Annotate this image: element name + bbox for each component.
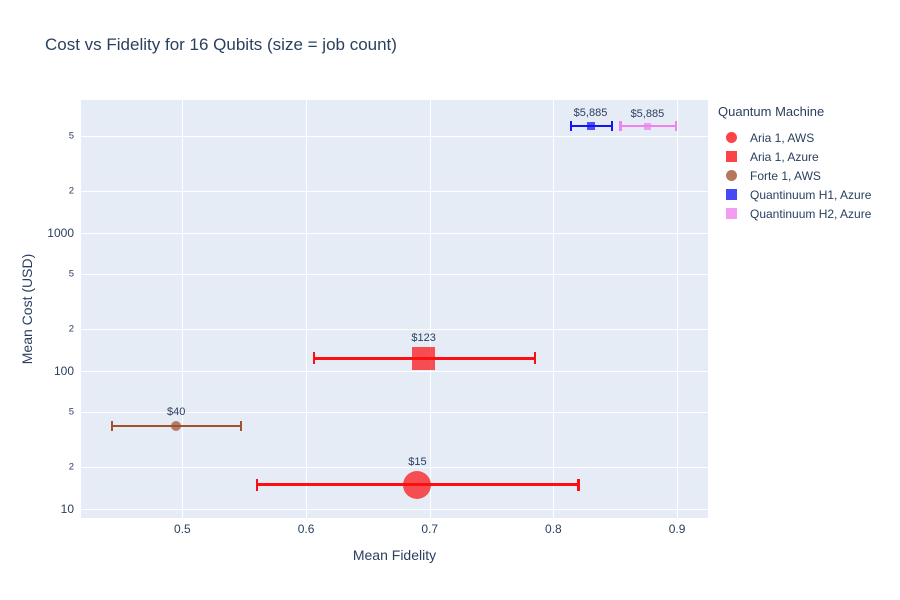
- gridline-horizontal: [81, 508, 708, 510]
- legend-item-label: Quantinuum H2, Azure: [750, 206, 872, 221]
- gridline-horizontal: [81, 412, 708, 414]
- legend-item-quantinuum-h1-azure[interactable]: Quantinuum H1, Azure: [718, 185, 893, 204]
- error-bar-cap: [312, 352, 315, 365]
- error-bar-cap: [255, 478, 259, 491]
- square-swatch-icon: [726, 189, 737, 200]
- legend-title: Quantum Machine: [718, 104, 825, 119]
- y-tick-label: 100: [53, 363, 74, 378]
- error-bar-cap: [239, 420, 242, 431]
- circle-swatch-icon: [726, 132, 737, 143]
- data-point-value-label: $123: [411, 331, 436, 344]
- gridline-horizontal: [81, 190, 708, 192]
- data-point-value-label: $40: [167, 405, 186, 418]
- legend-item-quantinuum-h2-azure[interactable]: Quantinuum H2, Azure: [718, 204, 893, 223]
- data-point-quantinuum-h1-azure[interactable]: [586, 122, 595, 131]
- circle-swatch-icon: [726, 170, 737, 181]
- square-swatch-icon: [726, 208, 737, 219]
- error-bar-cap: [577, 478, 580, 491]
- error-bar-cap: [569, 121, 573, 132]
- gridline-vertical: [429, 100, 431, 518]
- gridline-vertical: [182, 100, 184, 518]
- gridline-horizontal: [81, 274, 708, 276]
- x-axis-title: Mean Fidelity: [352, 547, 437, 563]
- legend: Quantum Machine Aria 1, AWS Aria 1, Azure…: [718, 104, 893, 223]
- x-tick-label: 0.7: [421, 522, 439, 536]
- error-bar-cap: [619, 121, 622, 132]
- legend-item-aria-1-azure[interactable]: Aria 1, Azure: [718, 147, 893, 166]
- legend-item-label: Quantinuum H1, Azure: [750, 187, 872, 202]
- legend-item-aria-1-aws[interactable]: Aria 1, AWS: [718, 128, 893, 147]
- square-swatch-icon: [726, 151, 737, 162]
- x-tick-label: 0.5: [174, 522, 191, 536]
- gridline-vertical: [306, 100, 308, 518]
- data-point-aria-1-aws[interactable]: [403, 470, 432, 499]
- error-bar-cap: [110, 420, 114, 431]
- gridline-horizontal: [81, 135, 708, 137]
- data-point-quantinuum-h2-azure[interactable]: [643, 122, 651, 130]
- error-bar-cap: [674, 121, 678, 132]
- y-tick-label: 5: [68, 268, 74, 280]
- error-bar-cap: [610, 121, 613, 132]
- legend-item-label: Forte 1, AWS: [750, 168, 821, 183]
- y-tick-label: 1000: [47, 225, 74, 240]
- y-tick-label: 2: [68, 323, 74, 335]
- gridline-horizontal: [81, 329, 708, 331]
- y-axis-title: Mean Cost (USD): [19, 253, 35, 365]
- y-tick-label: 5: [68, 406, 74, 418]
- y-tick-label: 2: [68, 185, 74, 197]
- gridline-horizontal: [81, 467, 708, 469]
- chart-title: Cost vs Fidelity for 16 Qubits (size = j…: [45, 35, 397, 54]
- legend-item-label: Aria 1, Azure: [750, 149, 819, 164]
- data-point-value-label: $5,885: [630, 107, 665, 120]
- x-tick-label: 0.6: [297, 522, 315, 536]
- x-tick-label: 0.8: [545, 522, 562, 536]
- x-tick-label: 0.9: [668, 522, 686, 536]
- data-point-value-label: $5,885: [573, 107, 608, 120]
- legend-item-label: Aria 1, AWS: [750, 130, 815, 145]
- error-bar-cap: [533, 352, 537, 365]
- y-tick-label: 10: [60, 501, 74, 516]
- data-point-aria-1-azure[interactable]: [412, 346, 436, 370]
- data-point-forte-1-aws[interactable]: [171, 420, 182, 431]
- gridline-vertical: [553, 100, 555, 518]
- data-point-value-label: $15: [408, 455, 427, 468]
- gridline-vertical: [677, 100, 679, 518]
- y-tick-label: 2: [68, 461, 74, 473]
- gridline-horizontal: [81, 232, 708, 234]
- legend-items: Aria 1, AWS Aria 1, Azure Forte 1, AWS Quan…: [718, 128, 893, 223]
- gridline-horizontal: [81, 370, 708, 372]
- legend-item-forte-1-aws[interactable]: Forte 1, AWS: [718, 166, 893, 185]
- plot-area[interactable]: $15 $123 $40 $5,885 $5,885: [81, 100, 708, 518]
- y-tick-label: 5: [68, 130, 74, 142]
